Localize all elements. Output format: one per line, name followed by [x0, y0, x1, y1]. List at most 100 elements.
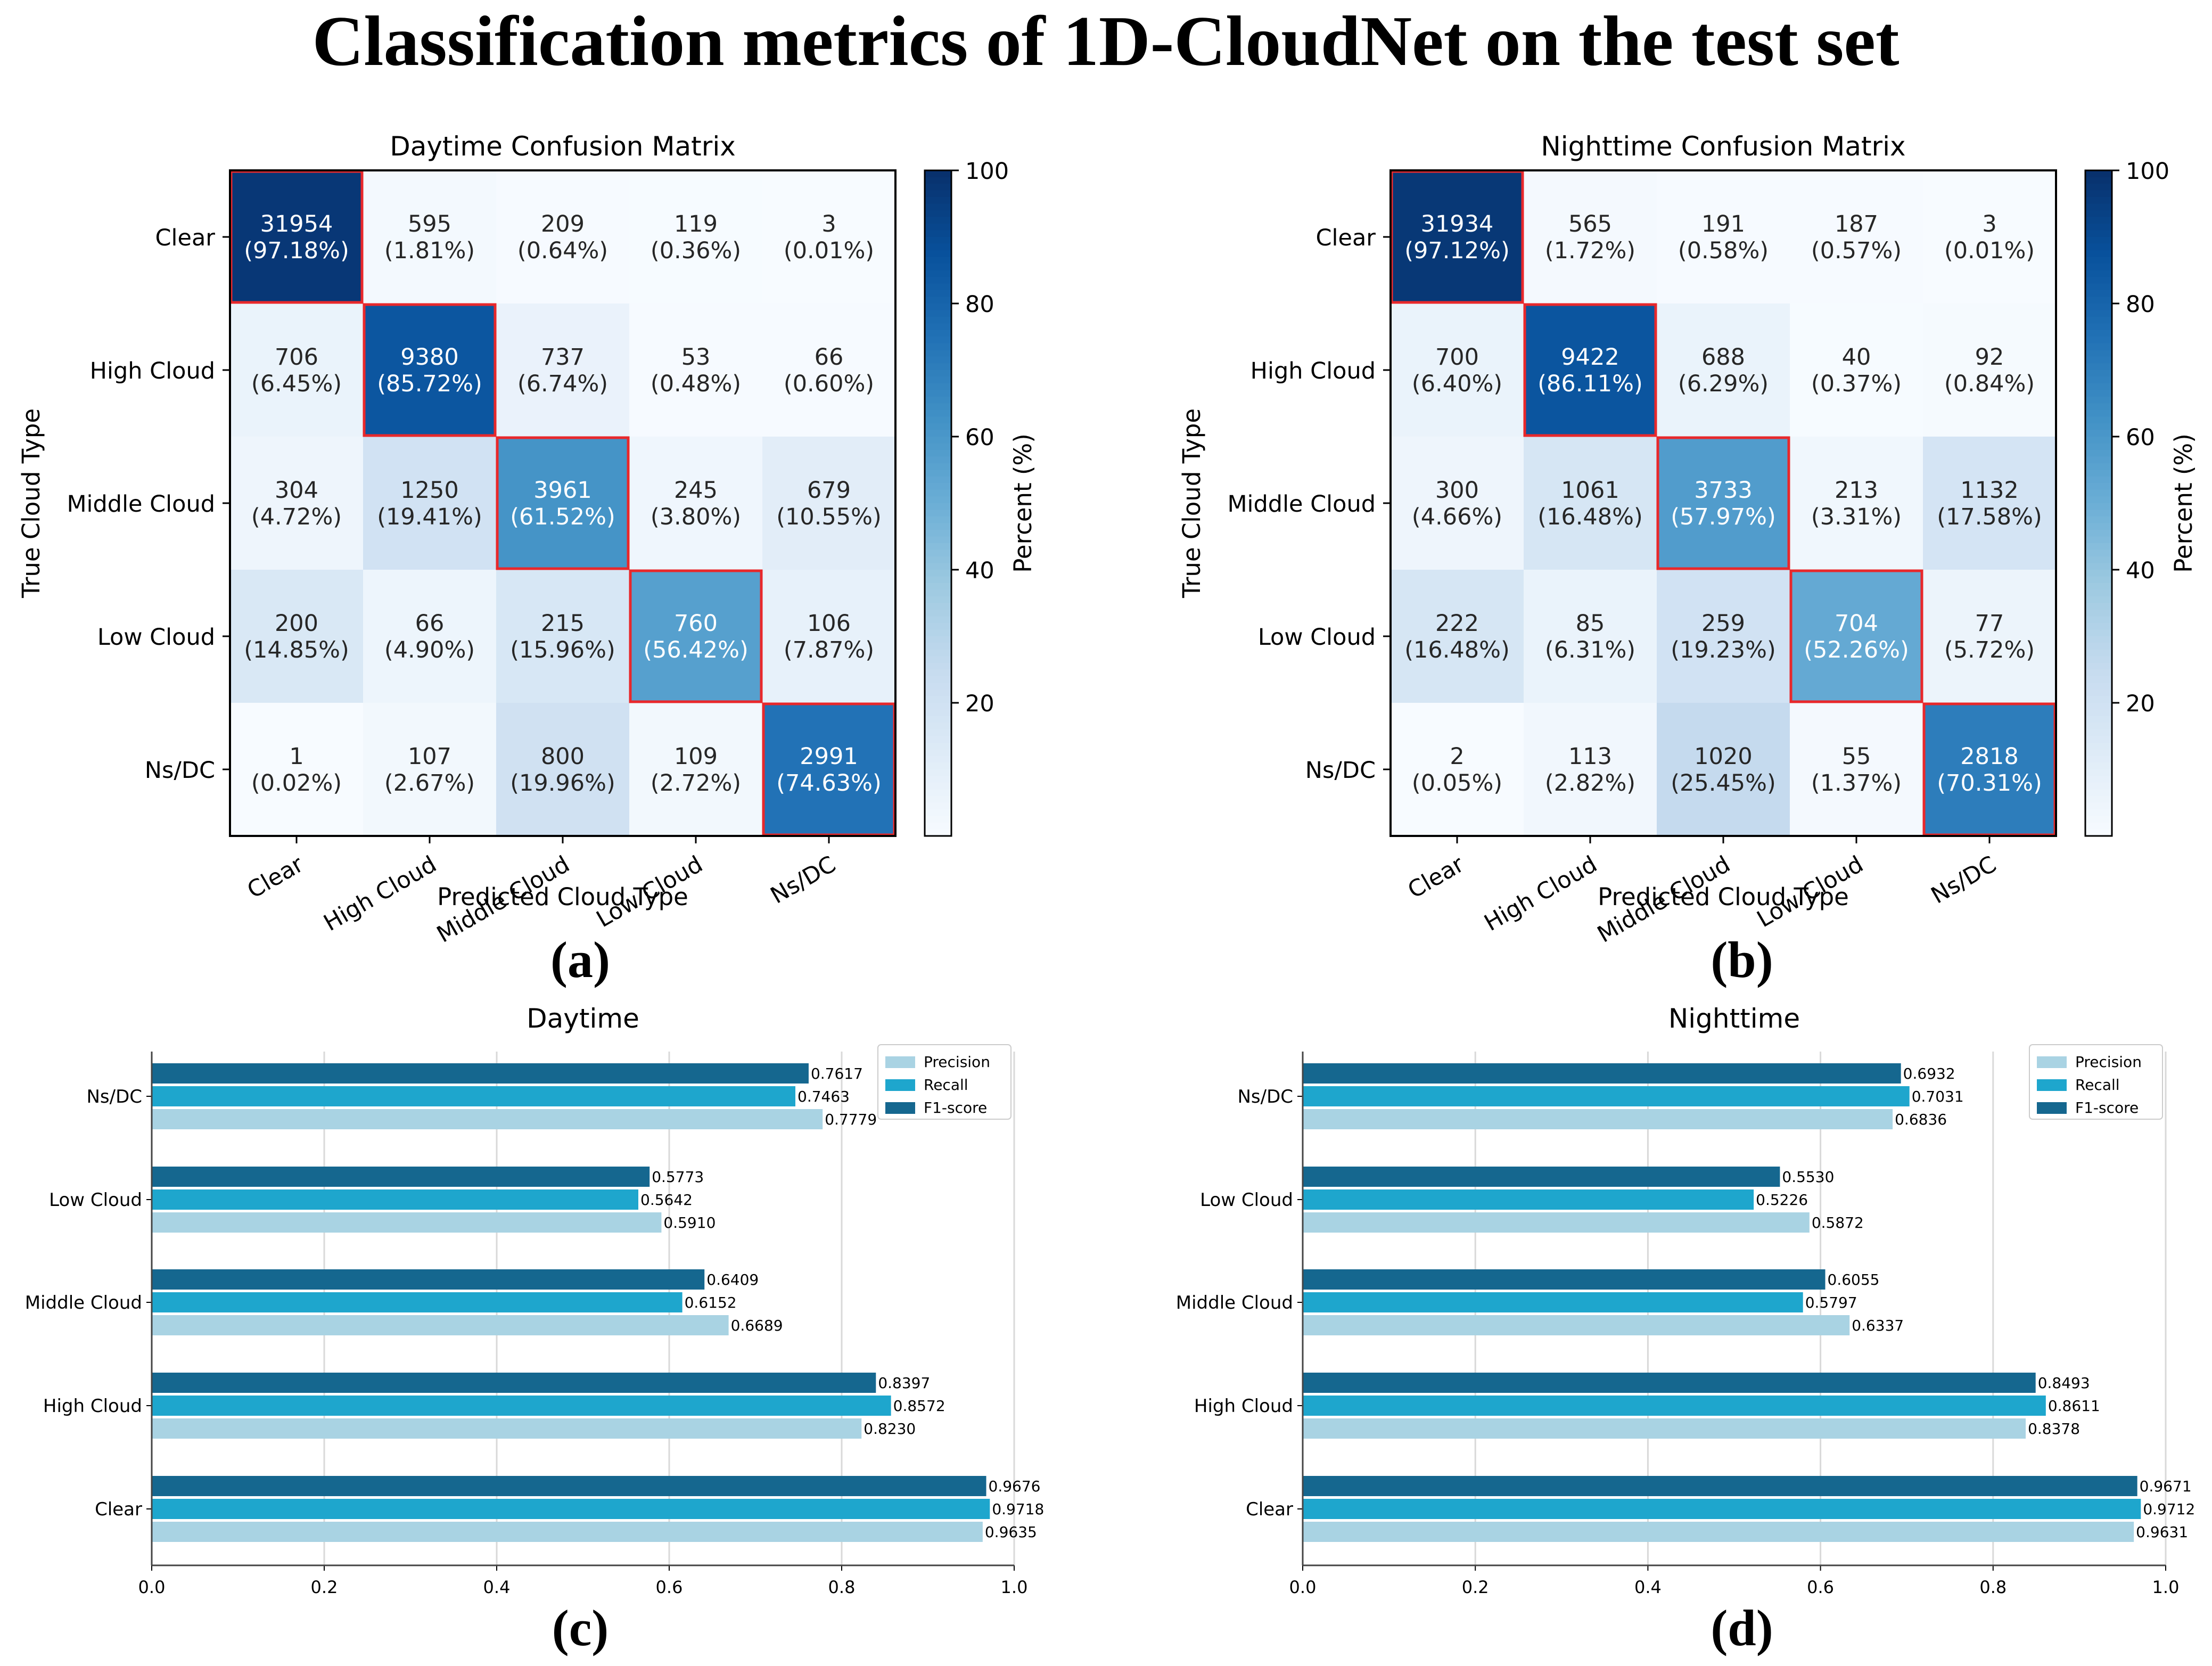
panel-b-colorbar-segment	[2085, 530, 2112, 537]
panel-b-cell-percent: (0.37%)	[1811, 371, 1902, 397]
panel-a-cell	[496, 703, 629, 836]
panel-b-colorbar-segment	[2085, 423, 2112, 431]
panel-a-cell-count: 209	[541, 211, 585, 237]
panel-b-colorbar-segment	[2085, 716, 2112, 724]
panel-a-diagonal-highlight	[496, 436, 630, 570]
panel-a-colorbar-tick-label: 20	[965, 691, 994, 717]
panel-a-colorbar-segment	[925, 696, 951, 703]
panel-b-colorbar-segment	[2085, 330, 2112, 338]
panel-a-cell-percent: (2.72%)	[651, 770, 741, 797]
panel-b-colorbar-segment	[2085, 310, 2112, 317]
panel-b-cell-percent: (19.23%)	[1671, 637, 1776, 663]
panel-d-bar	[1303, 1063, 1901, 1084]
panel-c-bar	[152, 1418, 862, 1439]
panel-b-colorbar-segment	[2085, 410, 2112, 417]
panel-d-bar	[1303, 1109, 1893, 1129]
panel-d-bar-value-label: 0.9631	[2136, 1523, 2188, 1541]
panel-a-colorbar-segment	[925, 563, 951, 570]
panel-a-cell	[762, 170, 895, 303]
panel-b-ytick-label: Middle Cloud	[1227, 491, 1376, 518]
panel-c-bar	[152, 1396, 891, 1416]
panel-a-xtick-label: High Cloud	[319, 851, 441, 937]
panel-a-ytick-label: Clear	[155, 225, 216, 251]
panel-b-cell	[1524, 570, 1657, 703]
panel-b-cell-percent: (3.31%)	[1811, 504, 1902, 530]
panel-c-legend-swatch	[885, 1102, 915, 1114]
panel-a-cell	[762, 303, 895, 437]
panel-b-colorbar-segment	[2085, 450, 2112, 457]
panel-a-colorbar-segment	[925, 370, 951, 377]
panel-b-cell-percent: (4.66%)	[1412, 504, 1502, 530]
panel-a-colorbar-tick-label: 60	[965, 424, 994, 451]
panel-a-ytick-label: High Cloud	[90, 358, 215, 384]
panel-d-bar	[1303, 1292, 1803, 1312]
panel-d-ytick-label: Clear	[1246, 1499, 1293, 1520]
panel-c-legend-swatch	[885, 1056, 915, 1068]
panel-label-a: (a)	[550, 931, 610, 988]
panel-b-colorbar-segment	[2085, 197, 2112, 204]
panel-a-cell-count: 1	[289, 743, 303, 770]
panel-a-cell-count: 3961	[533, 477, 591, 504]
panel-c-xtick-label: 0.6	[656, 1577, 683, 1597]
panel-a-cell	[762, 437, 895, 570]
panel-d-xtick-label: 0.6	[1807, 1577, 1834, 1597]
panel-a-colorbar-segment	[925, 423, 951, 431]
panel-b-cell	[1790, 437, 1923, 570]
panel-a-cell	[762, 570, 895, 703]
panel-c-legend-label: F1-score	[924, 1099, 987, 1117]
panel-b-cell-count: 2818	[1960, 743, 2018, 770]
panel-b-cell-count: 92	[1975, 344, 2004, 371]
panel-b-cell	[1657, 170, 1790, 303]
panel-b-cell	[1524, 303, 1657, 437]
panel-b-colorbar-segment	[2085, 556, 2112, 564]
panel-c-xtick-label: 0.8	[828, 1577, 856, 1597]
panel-a-colorbar-segment	[925, 357, 951, 364]
panel-a-colorbar-segment	[925, 683, 951, 690]
panel-a-cell	[629, 303, 762, 437]
panel-d-bar	[1303, 1499, 2141, 1519]
panel-a-cell-percent: (74.63%)	[776, 770, 882, 797]
panel-a-colorbar-segment	[925, 403, 951, 411]
panel-b-cell-percent: (1.37%)	[1811, 770, 1902, 797]
panel-b-cell-count: 213	[1835, 477, 1878, 504]
panel-a-cell-percent: (4.90%)	[384, 637, 475, 663]
panel-a-cell-percent: (6.45%)	[251, 371, 342, 397]
panel-b-colorbar-segment	[2085, 343, 2112, 351]
panel-a-cell-count: 679	[807, 477, 851, 504]
panel-a-cell-percent: (2.67%)	[384, 770, 475, 797]
panel-b-cell-count: 77	[1975, 610, 2004, 637]
panel-a-colorbar-segment	[925, 703, 951, 710]
panel-a-colorbar-segment	[925, 623, 951, 630]
panel-d-bar	[1303, 1373, 2036, 1393]
panel-b-colorbar-segment	[2085, 264, 2112, 271]
panel-b-colorbar-segment	[2085, 350, 2112, 357]
panel-b-cell-count: 1061	[1561, 477, 1619, 504]
panel-label-b: (b)	[1711, 931, 1773, 988]
panel-a-cell	[230, 437, 363, 570]
panel-a-cell	[363, 437, 496, 570]
panel-d-bar	[1303, 1476, 2137, 1496]
panel-a-colorbar-segment	[925, 690, 951, 697]
panel-b-colorbar-segment	[2085, 490, 2112, 497]
panel-a-colorbar-tick-label: 100	[965, 158, 1009, 185]
panel-b-colorbar-segment	[2085, 477, 2112, 484]
panel-d-bar-value-label: 0.5530	[1782, 1168, 1834, 1186]
panel-a-cell-percent: (19.41%)	[377, 504, 482, 530]
panel-c-bar	[152, 1292, 682, 1312]
panel-b-xtick-label: High Cloud	[1480, 851, 1602, 937]
panel-b-colorbar-segment	[2085, 643, 2112, 650]
panel-c-bar-value-label: 0.9676	[989, 1478, 1041, 1495]
panel-b-colorbar-segment	[2085, 603, 2112, 610]
panel-b-colorbar-segment	[2085, 403, 2112, 411]
panel-a-colorbar-segment	[925, 450, 951, 457]
panel-b-xtick-label: Clear	[1403, 851, 1469, 904]
panel-c-bar-value-label: 0.9635	[985, 1523, 1037, 1541]
daytime-metrics-bar-chart: Daytime 0.0 0.2 0.4 0.6 0.8 1.0 0.9676 0.9718 0.9…	[25, 1003, 1045, 1597]
panel-a-colorbar-segment	[925, 523, 951, 530]
panel-b-colorbar-segment	[2085, 583, 2112, 590]
panel-b-colorbar-segment	[2085, 783, 2112, 790]
panel-a-colorbar-segment	[925, 224, 951, 231]
panel-c-bar	[152, 1212, 662, 1233]
panel-a-colorbar-segment	[925, 230, 951, 237]
panel-b-cell	[1524, 170, 1657, 303]
